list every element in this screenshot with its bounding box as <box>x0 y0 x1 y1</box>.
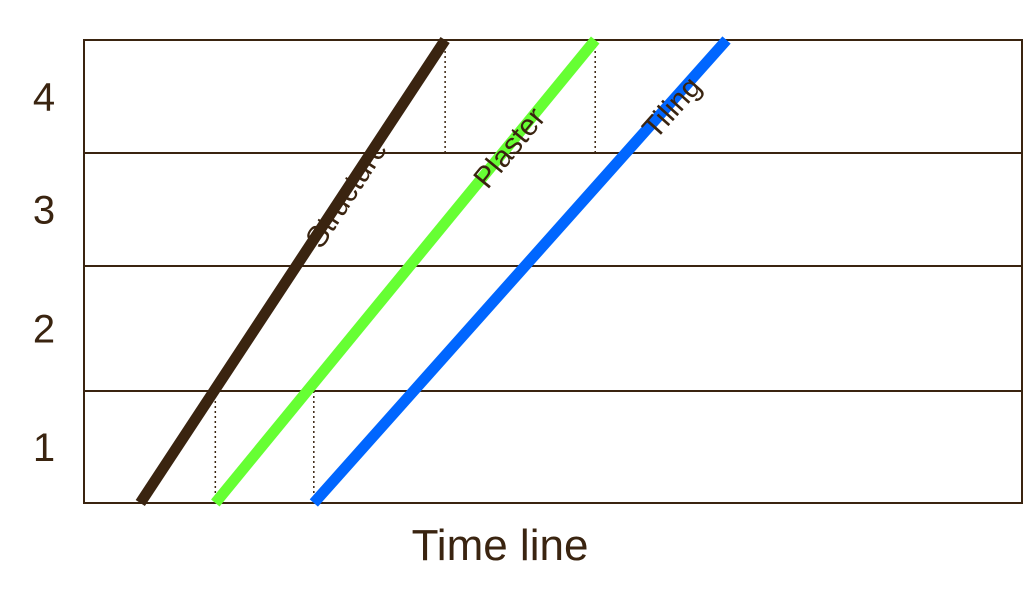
y-tick-label-1: 1 <box>33 426 55 470</box>
series-layer <box>135 36 731 507</box>
plot-frame <box>83 39 1023 504</box>
series-label-plaster: Plaster <box>467 102 552 195</box>
annotation-layer <box>214 40 596 503</box>
grid-layer <box>83 39 1023 504</box>
y-tick-label-4: 4 <box>33 76 55 120</box>
series-line-plaster <box>211 36 600 507</box>
series-line-tiling <box>309 36 731 507</box>
series-line-structure <box>135 36 450 507</box>
y-tick-label-2: 2 <box>33 308 55 352</box>
y-tick-label-3: 3 <box>33 189 55 233</box>
x-axis-title: Time line <box>412 521 589 570</box>
label-layer: Structure Plaster Tiling <box>299 70 708 254</box>
series-label-tiling: Tiling <box>636 70 708 145</box>
tick-layer: 1 2 3 4 <box>33 76 55 471</box>
